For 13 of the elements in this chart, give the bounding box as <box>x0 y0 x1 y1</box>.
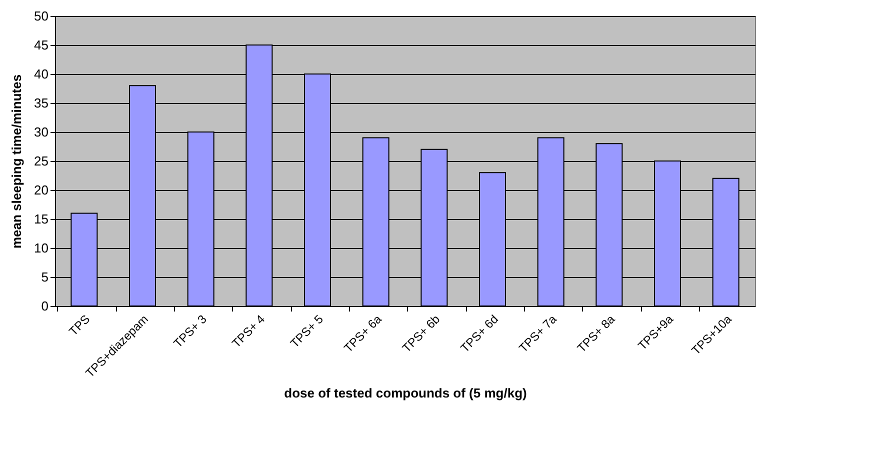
y-tick-label: 50 <box>34 8 48 24</box>
x-axis-title: dose of tested compounds of (5 mg/kg) <box>284 386 527 401</box>
y-tick-label: 10 <box>34 240 48 256</box>
y-tick-label: 20 <box>34 182 48 198</box>
y-tick-label: 40 <box>34 66 48 82</box>
y-tick-label: 0 <box>41 298 48 314</box>
y-tick-label: 5 <box>41 270 48 284</box>
y-tick-label: 35 <box>34 96 48 110</box>
y-tick-label: 15 <box>34 212 48 226</box>
y-tick-label: 30 <box>34 124 48 140</box>
y-tick-label: 25 <box>34 154 48 168</box>
y-axis-title: mean sleeping time/minutes <box>9 74 24 249</box>
y-tick-label: 45 <box>34 38 48 52</box>
